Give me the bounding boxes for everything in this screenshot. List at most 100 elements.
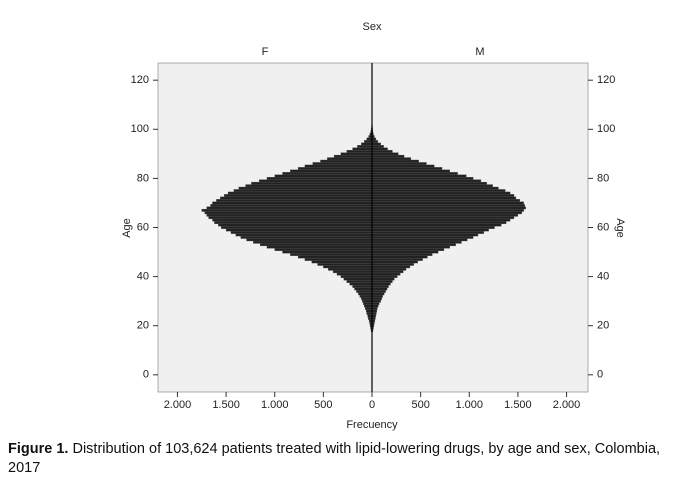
bar [233,189,373,193]
bar [371,304,379,308]
bar [346,280,373,283]
bar [371,258,423,261]
bar [371,218,511,222]
bar [366,312,373,315]
bar [259,179,373,183]
bar [358,292,373,296]
bar [371,262,414,266]
bar [371,287,388,291]
bar [371,174,467,178]
bar [214,221,373,224]
bar [371,255,428,259]
bar [364,140,373,143]
bar [371,309,378,313]
bar [371,201,524,205]
y-tick-label: 60 [137,221,149,233]
bar [371,292,385,296]
bar [238,186,373,190]
bar [366,137,373,141]
chart-title: Sex [363,21,382,33]
caption: Figure 1. Distribution of 103,624 patien… [8,440,680,478]
bar [371,179,482,183]
bar [223,194,373,197]
y-tick-label-right: 40 [597,271,609,283]
bar [364,304,373,308]
bar [371,270,404,274]
x-tick-label: 2.000 [164,399,192,411]
bar [371,302,380,305]
bar [371,142,381,146]
bar [371,181,487,185]
bar [362,299,373,303]
bar [371,277,395,281]
bar [371,248,445,251]
bar [274,174,373,178]
bar [365,307,373,310]
x-tick-label: 500 [411,399,429,411]
bar [371,238,468,242]
bar [312,162,373,166]
chart: Sex Age Age Frecuency F M 0 0 20 20 40 40 60 60 80… [121,21,626,431]
y-tick-label: 40 [137,271,149,283]
bar [201,208,373,212]
bar [290,169,373,173]
bar [290,253,373,256]
bar [371,145,384,148]
x-tick-label: 0 [369,399,375,411]
y-tick-label: 80 [137,172,149,184]
bar [371,208,524,212]
bar [311,260,373,264]
x-tick-label: 1.500 [504,399,532,411]
bar [371,226,495,229]
bar [371,169,450,173]
bar [317,262,373,266]
bar [371,253,433,256]
bar [367,314,373,318]
bar [371,223,502,227]
y-axis-label: Age [121,218,133,238]
bar [354,287,373,291]
x-axis-label: Frecuency [346,419,398,431]
y-tick-label-right: 100 [597,123,615,135]
bar [371,159,419,163]
y-tick-label-right: 60 [597,221,609,233]
bar [216,199,373,202]
bar [371,162,427,166]
bar [371,186,499,190]
bar [371,157,412,161]
y-tick-label-right: 120 [597,74,615,86]
bar [371,221,507,224]
bar [206,206,373,210]
bar [349,282,373,286]
bar [356,289,373,293]
bar [352,285,373,288]
panel-label: M [475,46,484,58]
panel-label: F [262,46,269,58]
bar [210,204,373,207]
x-tick-label: 500 [314,399,332,411]
bar [371,150,393,153]
bar [371,250,439,254]
bar [371,228,489,232]
bar [371,312,377,315]
bar [371,245,450,249]
y-tick-label-right: 0 [597,369,603,381]
y-tick-label: 0 [143,369,149,381]
bar [336,272,373,276]
bar [359,294,373,298]
bar [323,265,373,269]
bar [371,297,382,301]
bar [230,231,373,234]
bar [371,140,378,143]
bar [320,159,373,163]
y-tick-label: 120 [131,74,149,86]
bar [225,228,373,232]
bar [371,275,398,278]
bar [251,181,373,185]
bar [212,218,373,222]
bar [282,172,373,175]
bar [304,258,373,261]
x-tick-label: 2.000 [553,399,581,411]
x-tick-label: 1.000 [456,399,484,411]
bar [333,154,373,158]
